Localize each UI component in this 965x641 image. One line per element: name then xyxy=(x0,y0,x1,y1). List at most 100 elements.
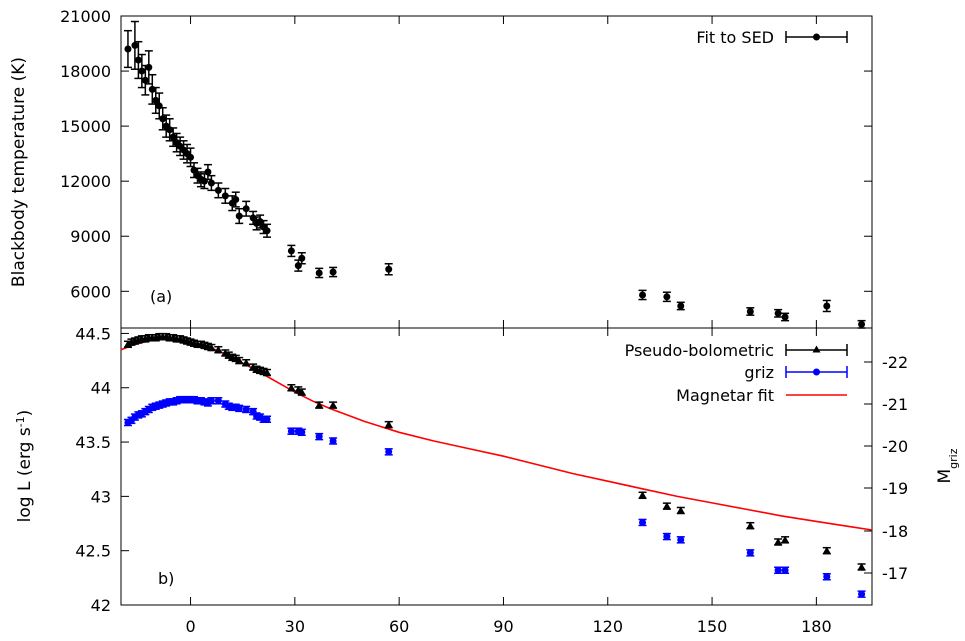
y2-tick-label: -22 xyxy=(882,353,908,372)
data-point-griz xyxy=(287,427,295,435)
data-point-griz xyxy=(823,573,831,581)
data-point-temperature xyxy=(242,205,250,213)
data-point-griz xyxy=(781,566,789,574)
y-tick-label: 42.5 xyxy=(75,542,111,561)
data-point-griz xyxy=(329,437,337,445)
data-point-temperature xyxy=(781,313,789,321)
data-point-griz xyxy=(639,518,647,526)
legend-marker-fit-to-sed xyxy=(813,33,820,41)
y2-tick-label: -20 xyxy=(882,437,908,456)
panel-a-legend: Fit to SED xyxy=(696,28,848,47)
data-point-pseudo-bolometric xyxy=(297,388,306,396)
data-point-temperature xyxy=(746,307,754,315)
x-tick-label: 30 xyxy=(285,617,305,636)
y-tick-label: 43.5 xyxy=(75,433,111,452)
data-point-temperature xyxy=(263,227,271,235)
legend-label-fit-to-sed: Fit to SED xyxy=(696,28,774,47)
data-point-temperature xyxy=(232,196,240,204)
data-point-pseudo-bolometric xyxy=(214,345,223,353)
y-tick-label: 12000 xyxy=(60,172,111,191)
y-tick-label: 44 xyxy=(91,379,111,398)
data-point-pseudo-bolometric xyxy=(662,502,671,510)
data-point-griz xyxy=(385,448,393,456)
y2-tick-label: -19 xyxy=(882,479,908,498)
data-point-temperature xyxy=(138,67,146,75)
data-point-pseudo-bolometric xyxy=(207,343,216,351)
y-tick-label: 44.5 xyxy=(75,324,111,343)
data-point-temperature xyxy=(134,56,142,64)
data-point-temperature xyxy=(204,168,212,176)
data-point-temperature xyxy=(677,302,685,310)
y-tick-label: 43 xyxy=(91,487,111,506)
data-point-griz xyxy=(207,397,215,405)
y2-tick-label: -18 xyxy=(882,522,908,541)
panel-a-frame xyxy=(120,15,873,329)
data-point-pseudo-bolometric xyxy=(638,491,647,499)
legend-marker-griz xyxy=(813,368,820,376)
data-point-temperature xyxy=(214,186,222,194)
y-tick-label: 42 xyxy=(91,596,111,615)
legend-label-magnetar-fit: Magnetar fit xyxy=(676,386,774,405)
y-tick-label: 18000 xyxy=(60,62,111,81)
data-point-pseudo-bolometric xyxy=(329,401,338,409)
panel-b-axes: 42 42.5 43 43.5 44 44.5 -17 -18 -19 -20 -21 -22 0 30 6… xyxy=(75,324,908,636)
data-point-temperature xyxy=(256,218,264,226)
data-point-temperature xyxy=(124,45,132,53)
data-point-pseudo-bolometric xyxy=(746,521,755,529)
panel-a-plot-area xyxy=(123,20,866,329)
panel-b-right-axis-label: Mgriz xyxy=(935,448,960,483)
panel-a-axes: 6000 9000 12000 15000 18000 21000 xyxy=(60,7,872,328)
data-point-pseudo-bolometric xyxy=(822,546,831,554)
legend-label-pseudo-bolometric: Pseudo-bolometric xyxy=(625,341,774,360)
data-point-temperature xyxy=(141,76,149,84)
y-tick-label: 21000 xyxy=(60,7,111,26)
data-point-pseudo-bolometric xyxy=(857,562,866,570)
data-point-pseudo-bolometric xyxy=(676,506,685,514)
data-point-griz xyxy=(235,404,243,412)
x-tick-label: 150 xyxy=(697,617,728,636)
data-point-temperature xyxy=(159,115,167,123)
data-point-pseudo-bolometric xyxy=(315,401,324,409)
panel-b-plot-area xyxy=(120,332,873,598)
data-point-temperature xyxy=(315,269,323,277)
data-point-temperature xyxy=(287,247,295,255)
panel-b-frame xyxy=(120,327,873,606)
y2-tick-label: -17 xyxy=(882,564,908,583)
data-point-griz xyxy=(298,428,306,436)
panel-b-label: b) xyxy=(158,569,174,588)
data-point-temperature xyxy=(131,41,139,49)
data-point-griz xyxy=(242,405,250,413)
data-point-pseudo-bolometric xyxy=(774,537,783,545)
data-point-temperature xyxy=(385,265,393,273)
data-point-griz xyxy=(315,433,323,441)
y-tick-label: 9000 xyxy=(70,227,111,246)
data-point-temperature xyxy=(249,214,257,222)
data-point-temperature xyxy=(329,268,337,276)
data-point-temperature xyxy=(298,254,306,262)
data-point-griz xyxy=(263,415,271,423)
x-tick-label: 180 xyxy=(801,617,832,636)
x-tick-label: 0 xyxy=(185,617,195,636)
data-point-temperature xyxy=(152,96,160,104)
x-tick-label: 60 xyxy=(389,617,409,636)
y2-tick-label: -21 xyxy=(882,395,908,414)
data-point-temperature xyxy=(774,309,782,317)
data-point-temperature xyxy=(221,192,229,200)
panel-a-label: (a) xyxy=(150,287,172,306)
data-point-pseudo-bolometric xyxy=(242,358,251,366)
data-point-griz xyxy=(746,549,754,557)
x-tick-label: 120 xyxy=(592,617,623,636)
data-point-griz xyxy=(677,536,685,544)
panel-a-y-axis-label: Blackbody temperature (K) xyxy=(9,57,29,287)
data-point-griz xyxy=(214,397,222,405)
data-point-temperature xyxy=(858,320,866,328)
legend-label-griz: griz xyxy=(744,363,774,382)
y-tick-label: 6000 xyxy=(70,282,111,301)
data-point-temperature xyxy=(145,63,153,71)
panel-b-y-axis-label: log L (erg s-1) xyxy=(14,410,36,523)
data-point-temperature xyxy=(187,153,195,161)
data-point-pseudo-bolometric xyxy=(287,383,296,391)
data-point-griz xyxy=(663,533,671,541)
data-point-temperature xyxy=(235,212,243,220)
data-point-griz xyxy=(774,566,782,574)
